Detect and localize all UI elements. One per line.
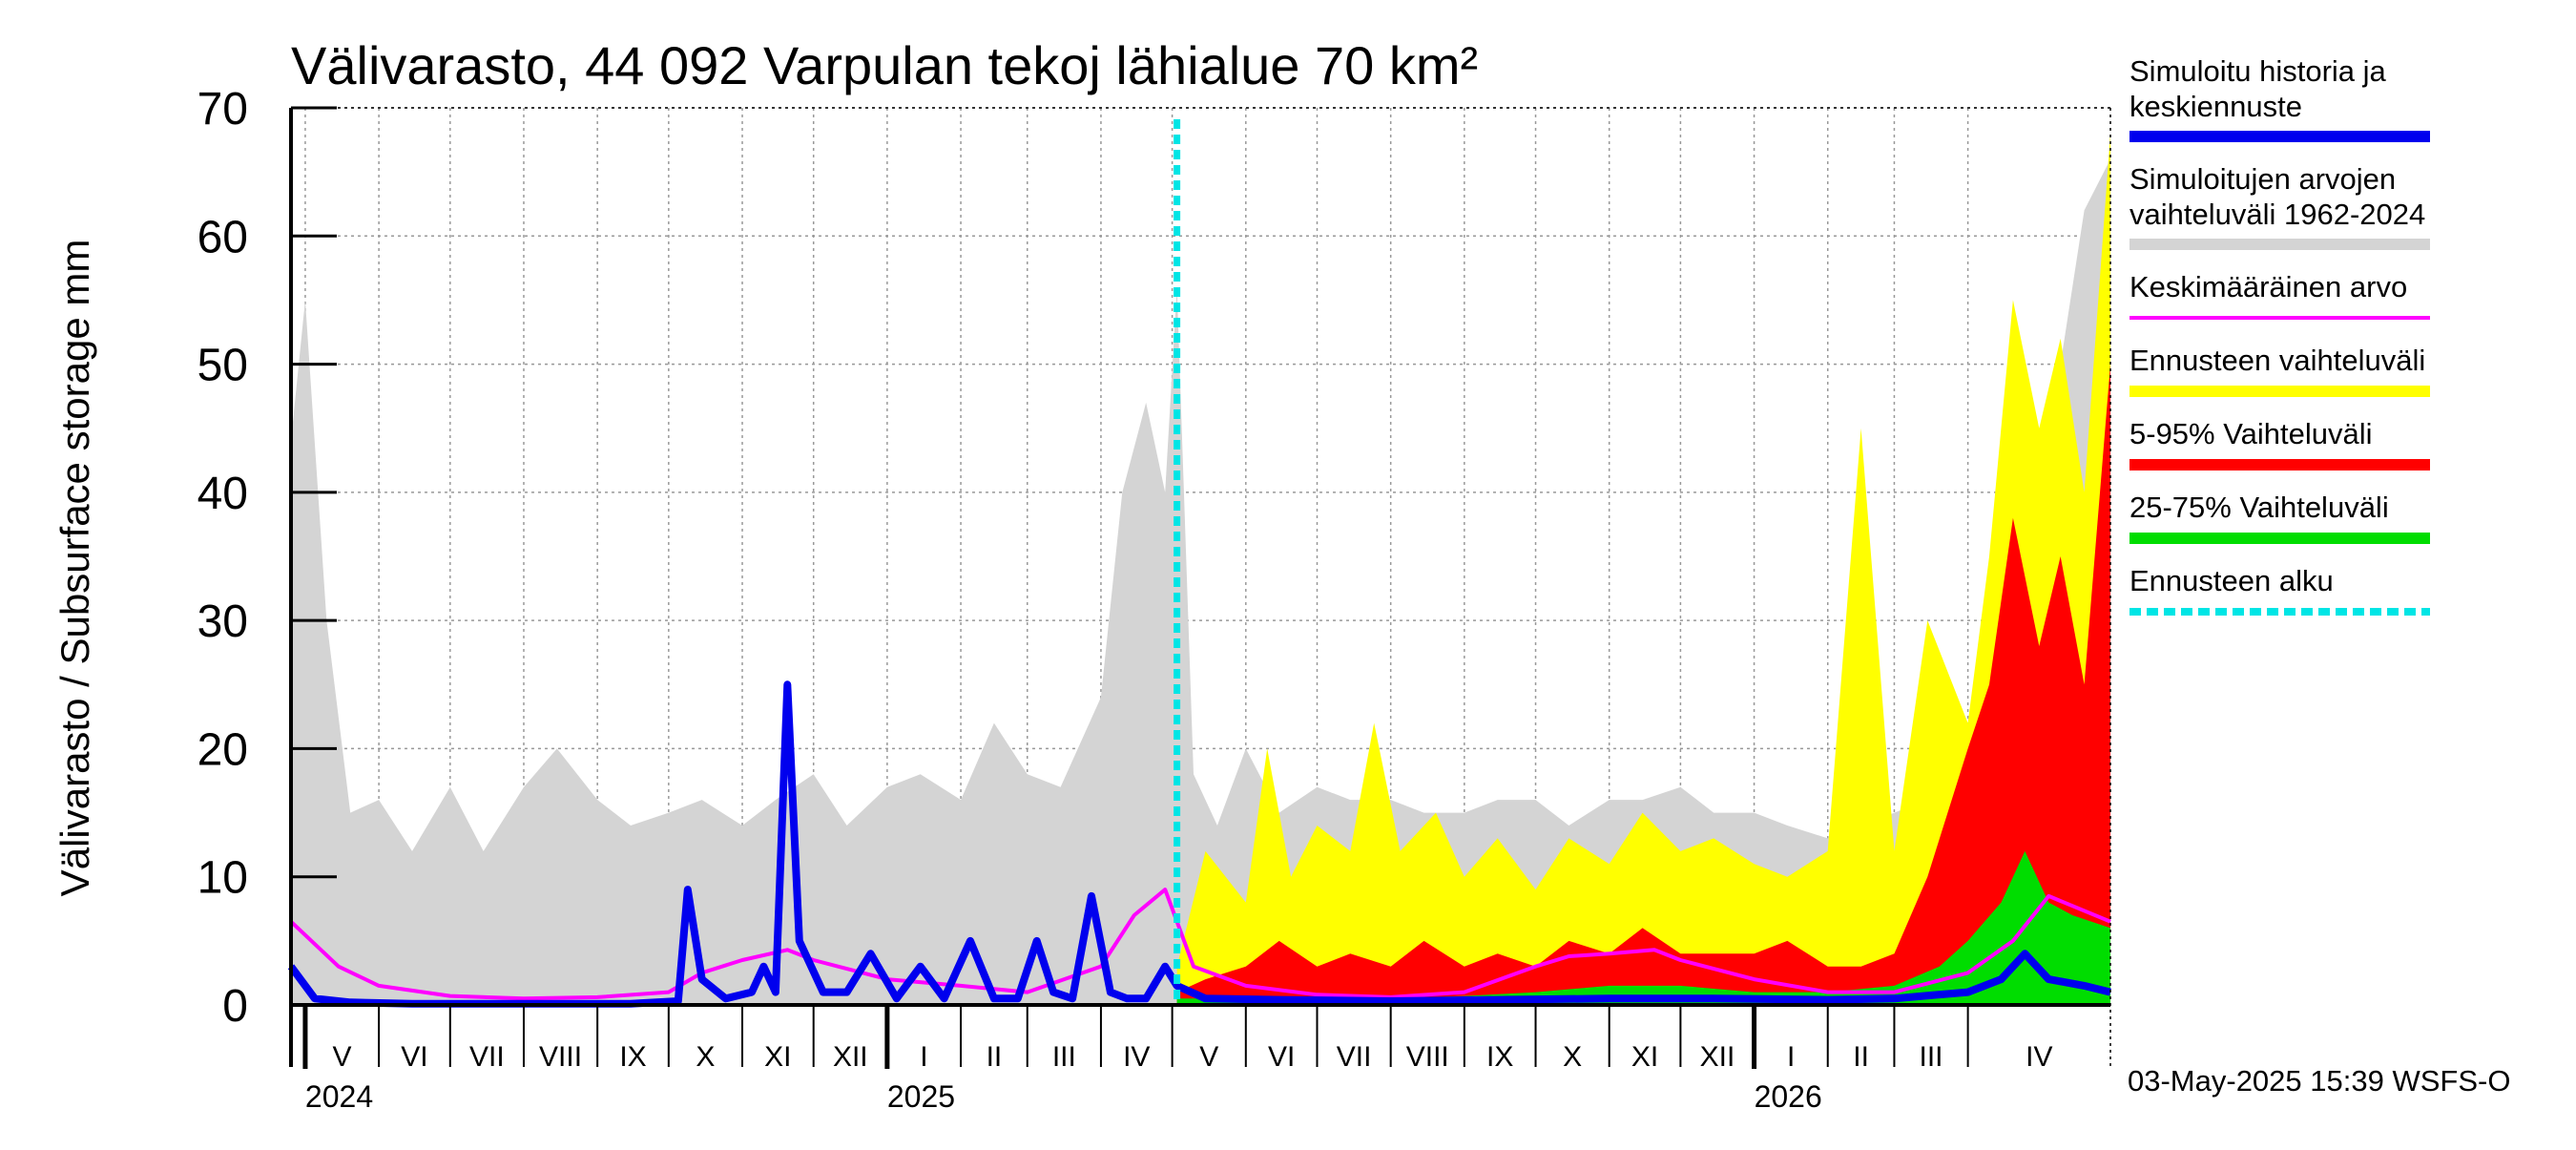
month-label: XI xyxy=(1631,1041,1658,1073)
legend-text: vaihteluväli 1962-2024 xyxy=(2129,198,2425,231)
y-tick-label: 20 xyxy=(197,724,248,775)
series-line-0000ee xyxy=(287,680,2111,1008)
month-label: I xyxy=(920,1041,927,1073)
month-label: XII xyxy=(1700,1041,1735,1073)
month-label: IV xyxy=(2025,1041,2052,1073)
legend-text: 5-95% Vaihteluväli xyxy=(2129,417,2372,450)
band-ffff00 xyxy=(1176,133,2110,1005)
series-line-ff00ff xyxy=(289,888,2111,1001)
month-label: VIII xyxy=(539,1041,582,1073)
year-labels: 2024 2025 2026 xyxy=(305,1079,1822,1114)
month-label: IV xyxy=(1123,1041,1150,1073)
y-tick-label: 50 xyxy=(197,341,248,391)
y-axis-label: Välivarasto / Subsurface storage mm xyxy=(52,240,97,897)
y-tick-label: 40 xyxy=(197,469,248,519)
chart-title: Välivarasto, 44 092 Varpulan tekoj lähia… xyxy=(291,35,1478,95)
month-label: VI xyxy=(1268,1041,1295,1073)
legend-text: Keskimääräinen arvo xyxy=(2129,270,2407,303)
month-label: III xyxy=(1052,1041,1076,1073)
y-tick-label: 70 xyxy=(197,84,248,135)
legend-text: keskiennuste xyxy=(2129,90,2302,123)
legend-text: Ennusteen vaihteluväli xyxy=(2129,344,2425,377)
legend-text: 25-75% Vaihteluväli xyxy=(2129,491,2389,524)
month-label: IX xyxy=(619,1041,646,1073)
month-label: X xyxy=(696,1041,715,1073)
band-00dd00 xyxy=(1176,850,2110,1005)
legend-text: Simuloitu historia ja xyxy=(2129,54,2387,88)
y-tick-labels: 0 10 20 30 40 50 60 70 xyxy=(197,84,248,1032)
month-label: VIII xyxy=(1406,1041,1449,1073)
month-label: XI xyxy=(764,1041,791,1073)
y-tick-label: 0 xyxy=(222,981,248,1032)
year-label: 2025 xyxy=(887,1079,955,1114)
y-tick-label: 30 xyxy=(197,596,248,647)
month-label: II xyxy=(987,1041,1003,1073)
month-label: I xyxy=(1787,1041,1795,1073)
grid xyxy=(291,107,2110,1005)
month-label: X xyxy=(1563,1041,1582,1073)
year-label: 2024 xyxy=(305,1079,373,1114)
month-label: III xyxy=(1920,1041,1943,1073)
month-label: XII xyxy=(833,1041,868,1073)
month-label: V xyxy=(1199,1041,1218,1073)
month-label: VII xyxy=(1337,1041,1372,1073)
timestamp-footer: 03-May-2025 15:39 WSFS-O xyxy=(2128,1064,2510,1098)
legend-text: Ennusteen alku xyxy=(2129,564,2334,597)
y-tick-label: 60 xyxy=(197,212,248,262)
y-tick-label: 10 xyxy=(197,853,248,904)
series-lines xyxy=(287,680,2111,1008)
legend-text: Simuloitujen arvojen xyxy=(2129,162,2396,196)
month-label: VI xyxy=(401,1041,427,1073)
range-bands xyxy=(291,133,2110,1006)
month-label: II xyxy=(1853,1041,1869,1073)
month-label: VII xyxy=(469,1041,505,1073)
month-labels: V VI VII VIII IX X XI XII I II III IV V VI VII VIII IX X X… xyxy=(333,1041,2053,1073)
month-label: IX xyxy=(1486,1041,1513,1073)
year-label: 2026 xyxy=(1755,1079,1822,1114)
axes xyxy=(289,106,2111,1069)
month-label: V xyxy=(333,1041,352,1073)
